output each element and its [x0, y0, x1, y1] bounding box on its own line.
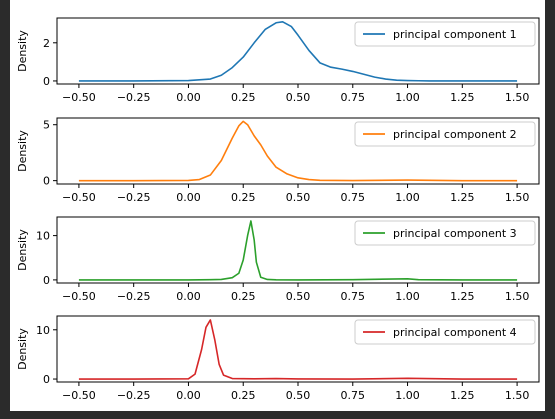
subplot-2: −0.50 −0.25 0.00 0.25 0.50 0.75 1.00 1.25 1.50 0 5…: [16, 117, 540, 204]
legend: principal component 3: [354, 220, 536, 246]
x-tick-label: 0.25: [231, 91, 256, 104]
figure-canvas: −0.50 −0.25 0.00 0.25 0.50 0.75 1.00 1.25 1.50 0 2…: [10, 0, 545, 411]
x-tick-label: 1.50: [505, 91, 530, 104]
subplot-3: −0.50 −0.25 0.00 0.25 0.50 0.75 1.00 1.25 1.50 0 1…: [16, 216, 540, 303]
x-tick-label: −0.25: [117, 91, 151, 104]
x-tick-label: 1.25: [450, 389, 475, 402]
x-tick-label: 0.25: [231, 191, 256, 204]
legend: principal component 1: [354, 21, 536, 47]
x-tick-label: 0.25: [231, 290, 256, 303]
y-tick-label: 0: [43, 175, 50, 188]
legend-label: principal component 2: [393, 128, 517, 141]
x-tick-label: −0.25: [117, 389, 151, 402]
legend-box: [354, 319, 536, 345]
x-tick-label: 1.25: [450, 290, 475, 303]
series-line-4-1: [78, 319, 518, 380]
x-tick-label: 1.25: [450, 191, 475, 204]
y-tick-label: 0: [43, 75, 50, 88]
y-axis-label: Density: [16, 229, 29, 271]
series-line-3-1: [78, 220, 518, 281]
kde-figure: −0.50 −0.25 0.00 0.25 0.50 0.75 1.00 1.25 1.50 0 2…: [16, 17, 540, 402]
x-tick-label: 0.75: [341, 91, 366, 104]
x-tick-label: 1.00: [395, 191, 420, 204]
x-tick-label: −0.25: [117, 191, 151, 204]
legend-label: principal component 4: [393, 326, 517, 339]
x-tick-label: 1.50: [505, 191, 530, 204]
y-axis-label: Density: [16, 328, 29, 370]
legend-label: principal component 3: [393, 227, 517, 240]
x-tick-label: −0.50: [62, 290, 96, 303]
y-tick-label: 0: [43, 373, 50, 386]
x-tick-label: −0.50: [62, 191, 96, 204]
legend-label: principal component 1: [393, 28, 517, 41]
y-tick-label: 5: [43, 119, 50, 132]
legend-box: [354, 21, 536, 47]
x-tick-label: 1.25: [450, 91, 475, 104]
x-tick-label: −0.50: [62, 389, 96, 402]
y-tick-label: 10: [36, 324, 50, 337]
x-tick-label: 0.75: [341, 389, 366, 402]
x-tick-label: 1.50: [505, 389, 530, 402]
x-tick-label: 0.00: [176, 91, 201, 104]
legend-box: [354, 121, 536, 147]
x-tick-label: 0.50: [286, 389, 311, 402]
x-tick-label: 0.25: [231, 389, 256, 402]
x-tick-label: 0.50: [286, 191, 311, 204]
x-tick-label: 1.00: [395, 389, 420, 402]
x-tick-label: 0.50: [286, 290, 311, 303]
y-axis-label: Density: [16, 130, 29, 172]
x-tick-label: 0.50: [286, 91, 311, 104]
x-tick-label: 1.50: [505, 290, 530, 303]
x-tick-label: 0.00: [176, 389, 201, 402]
x-tick-label: −0.25: [117, 290, 151, 303]
series-line-2-1: [78, 120, 518, 182]
series-line-1-1: [78, 21, 518, 82]
y-tick-label: 10: [36, 230, 50, 243]
x-tick-label: −0.50: [62, 91, 96, 104]
x-tick-label: 0.75: [341, 191, 366, 204]
legend: principal component 2: [354, 121, 536, 147]
x-tick-label: 1.00: [395, 91, 420, 104]
x-tick-label: 0.00: [176, 191, 201, 204]
subplot-1: −0.50 −0.25 0.00 0.25 0.50 0.75 1.00 1.25 1.50 0 2…: [16, 17, 540, 104]
y-tick-label: 2: [43, 37, 50, 50]
subplot-4: −0.50 −0.25 0.00 0.25 0.50 0.75 1.00 1.25 1.50 0 1…: [16, 315, 540, 402]
y-tick-label: 0: [43, 274, 50, 287]
x-tick-label: 0.00: [176, 290, 201, 303]
x-tick-label: 0.75: [341, 290, 366, 303]
x-tick-label: 1.00: [395, 290, 420, 303]
legend-box: [354, 220, 536, 246]
y-axis-label: Density: [16, 30, 29, 72]
legend: principal component 4: [354, 319, 536, 345]
